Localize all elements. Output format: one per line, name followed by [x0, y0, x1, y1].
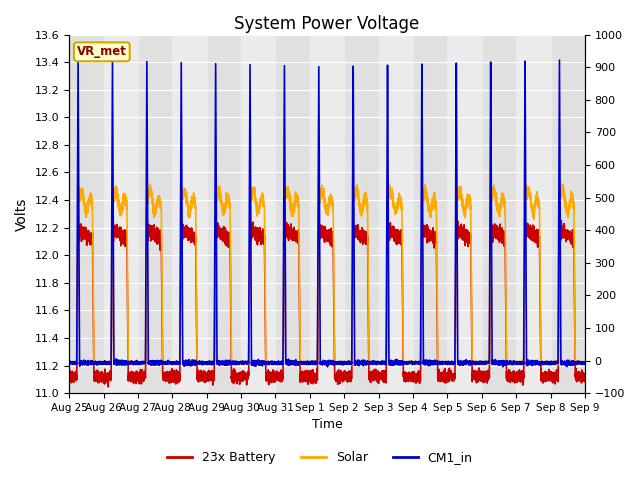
Title: System Power Voltage: System Power Voltage	[234, 15, 420, 33]
Y-axis label: Volts: Volts	[15, 197, 29, 230]
CM1_in	[581, 360, 589, 365]
Solar	[398, 209, 406, 215]
Legend: 23x Battery, Solar, CM1_in: 23x Battery, Solar, CM1_in	[163, 446, 477, 469]
Line: 23x Battery: 23x Battery	[69, 220, 585, 387]
Solar	[337, 362, 344, 368]
23x Battery	[65, 378, 73, 384]
23x Battery	[104, 384, 112, 390]
CM1_in	[65, 360, 73, 366]
Bar	[379, 35, 413, 393]
Solar	[65, 360, 73, 366]
CM1_in	[74, 57, 82, 62]
Bar	[172, 35, 207, 393]
23x Battery	[557, 217, 565, 223]
CM1_in	[324, 364, 332, 370]
Solar	[259, 196, 266, 202]
23x Battery	[472, 375, 479, 381]
23x Battery	[259, 235, 266, 241]
Solar	[579, 360, 587, 366]
Bar	[447, 35, 482, 393]
CM1_in	[579, 360, 587, 366]
CM1_in	[170, 360, 178, 365]
Text: VR_met: VR_met	[77, 45, 127, 58]
CM1_in	[398, 361, 406, 367]
Solar	[147, 181, 154, 187]
23x Battery	[581, 372, 589, 378]
Bar	[104, 35, 138, 393]
Solar	[170, 361, 178, 367]
Solar	[472, 360, 479, 365]
CM1_in	[259, 358, 266, 364]
Bar	[516, 35, 550, 393]
23x Battery	[170, 370, 178, 375]
X-axis label: Time: Time	[312, 419, 342, 432]
23x Battery	[579, 375, 587, 381]
CM1_in	[176, 362, 184, 368]
CM1_in	[472, 360, 479, 365]
Bar	[241, 35, 275, 393]
Line: Solar: Solar	[69, 184, 585, 365]
Solar	[581, 360, 589, 365]
23x Battery	[176, 373, 184, 379]
Line: CM1_in: CM1_in	[69, 60, 585, 367]
Solar	[176, 362, 184, 368]
Bar	[310, 35, 344, 393]
23x Battery	[398, 233, 406, 239]
